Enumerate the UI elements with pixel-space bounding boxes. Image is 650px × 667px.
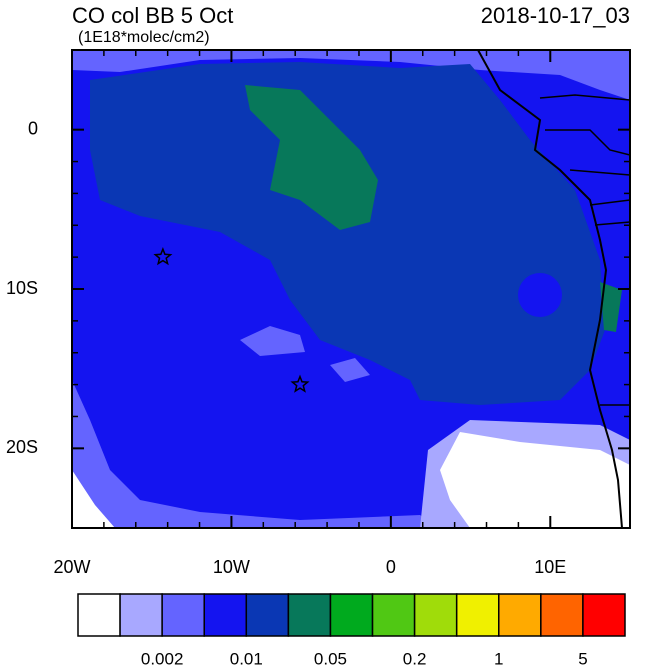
x-tick-label: 10E (534, 557, 566, 577)
x-tick-label: 0 (386, 557, 396, 577)
colorbar-swatch (455, 593, 500, 637)
colorbar-swatch (413, 593, 458, 637)
x-tick-label: 20W (53, 557, 90, 577)
colorbar-swatch (245, 593, 290, 637)
colorbar-swatch (498, 593, 542, 637)
field-dark (90, 62, 605, 405)
colorbar-swatch (119, 593, 163, 637)
field-green (245, 85, 378, 230)
star-marker (290, 374, 310, 393)
borders (539, 94, 630, 406)
field-light (72, 50, 630, 100)
colorbar-swatch (203, 593, 248, 637)
field-white (72, 470, 115, 528)
colorbar-swatch (329, 593, 374, 637)
field-light (72, 380, 440, 528)
colorbar-label: 0.01 (230, 649, 263, 667)
field-green (600, 282, 622, 332)
map-field (72, 50, 630, 528)
field-white (440, 432, 630, 528)
colorbar-swatch (161, 593, 205, 637)
x-tick-label: 10W (213, 557, 250, 577)
colorbar-label: 5 (578, 649, 587, 667)
colorbar-swatch (540, 593, 584, 637)
colorbar-swatch (582, 593, 626, 637)
y-tick-label: 10S (6, 278, 38, 298)
colorbar-swatch (371, 593, 416, 637)
colorbar-swatch (77, 593, 121, 637)
colorbar-label: 0.2 (403, 649, 427, 667)
timestamp: 2018-10-17_03 (481, 3, 630, 28)
field-patch (518, 273, 562, 317)
y-tick-label: 20S (6, 437, 38, 457)
units: (1E18*molec/cm2) (78, 29, 210, 46)
title: CO col BB 5 Oct (72, 3, 233, 28)
star-marker (153, 247, 173, 266)
field-patch (330, 358, 370, 382)
colorbar-label: 0.002 (141, 649, 184, 667)
colorbar-label: 0.05 (314, 649, 347, 667)
colorbar-swatch (287, 593, 332, 637)
field-patch (240, 326, 305, 356)
colorbar-label: 1 (494, 649, 503, 667)
y-tick-label: 0 (28, 118, 38, 138)
coastline (477, 50, 623, 528)
